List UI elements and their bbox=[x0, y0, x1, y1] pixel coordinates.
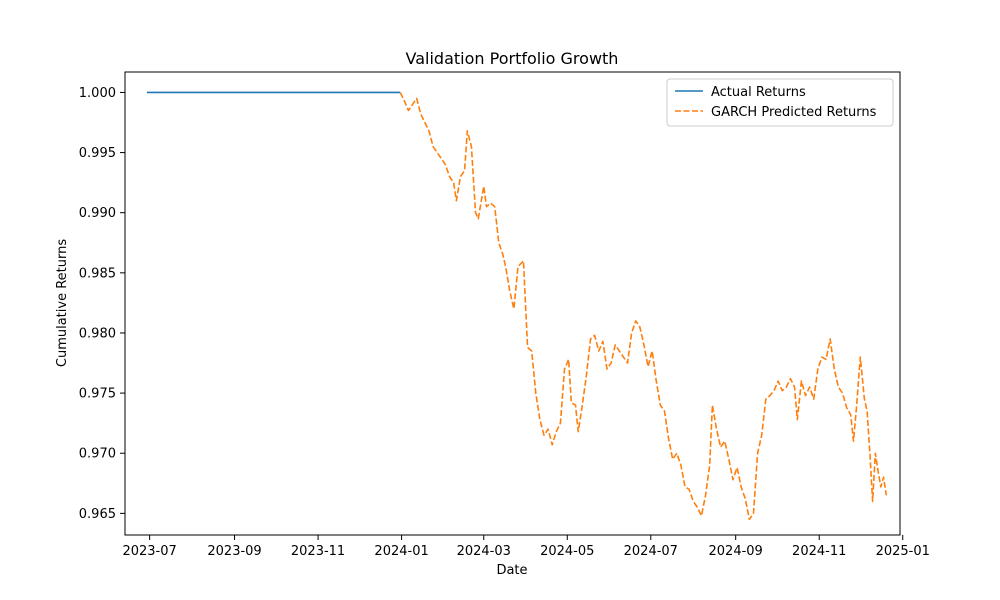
y-tick-label: 0.975 bbox=[79, 387, 116, 402]
x-tick-label: 2023-07 bbox=[122, 544, 176, 559]
y-tick-label: 0.985 bbox=[79, 266, 116, 281]
x-tick-label: 2023-09 bbox=[207, 544, 261, 559]
y-tick-label: 0.965 bbox=[79, 507, 116, 522]
x-axis: 2023-07 2023-09 2023-11 2024-01 2024-03 2024-… bbox=[122, 535, 930, 559]
x-tick-label: 2024-01 bbox=[374, 544, 428, 559]
plot-frame bbox=[124, 71, 901, 536]
x-tick-label: 2024-07 bbox=[624, 544, 678, 559]
legend: Actual Returns GARCH Predicted Returns bbox=[666, 78, 894, 127]
x-axis-label: Date bbox=[496, 563, 527, 578]
x-tick-label: 2024-03 bbox=[457, 544, 511, 559]
series-line-2 bbox=[399, 92, 888, 521]
series-group bbox=[146, 91, 888, 521]
y-axis-label: Cumulative Returns bbox=[55, 239, 70, 367]
x-tick-label: 2023-11 bbox=[291, 544, 345, 559]
y-tick-label: 0.995 bbox=[79, 146, 116, 161]
y-tick-label: 1.000 bbox=[79, 86, 116, 101]
legend-label: Actual Returns bbox=[711, 85, 806, 100]
legend-label: GARCH Predicted Returns bbox=[711, 105, 877, 120]
plot-area bbox=[124, 71, 901, 536]
x-tick-label: 2024-11 bbox=[792, 544, 846, 559]
y-axis: 1.000 0.995 0.990 0.985 0.980 0.975 0.970 0.965 bbox=[79, 86, 125, 522]
x-tick-label: 2025-01 bbox=[876, 544, 930, 559]
y-tick-label: 0.970 bbox=[79, 447, 116, 462]
x-tick-label: 2024-05 bbox=[540, 544, 594, 559]
x-tick-label: 2024-09 bbox=[709, 544, 763, 559]
y-tick-label: 0.990 bbox=[79, 206, 116, 221]
legend-box bbox=[666, 78, 894, 127]
y-tick-label: 0.980 bbox=[79, 326, 116, 341]
chart-title: Validation Portfolio Growth bbox=[406, 49, 619, 68]
